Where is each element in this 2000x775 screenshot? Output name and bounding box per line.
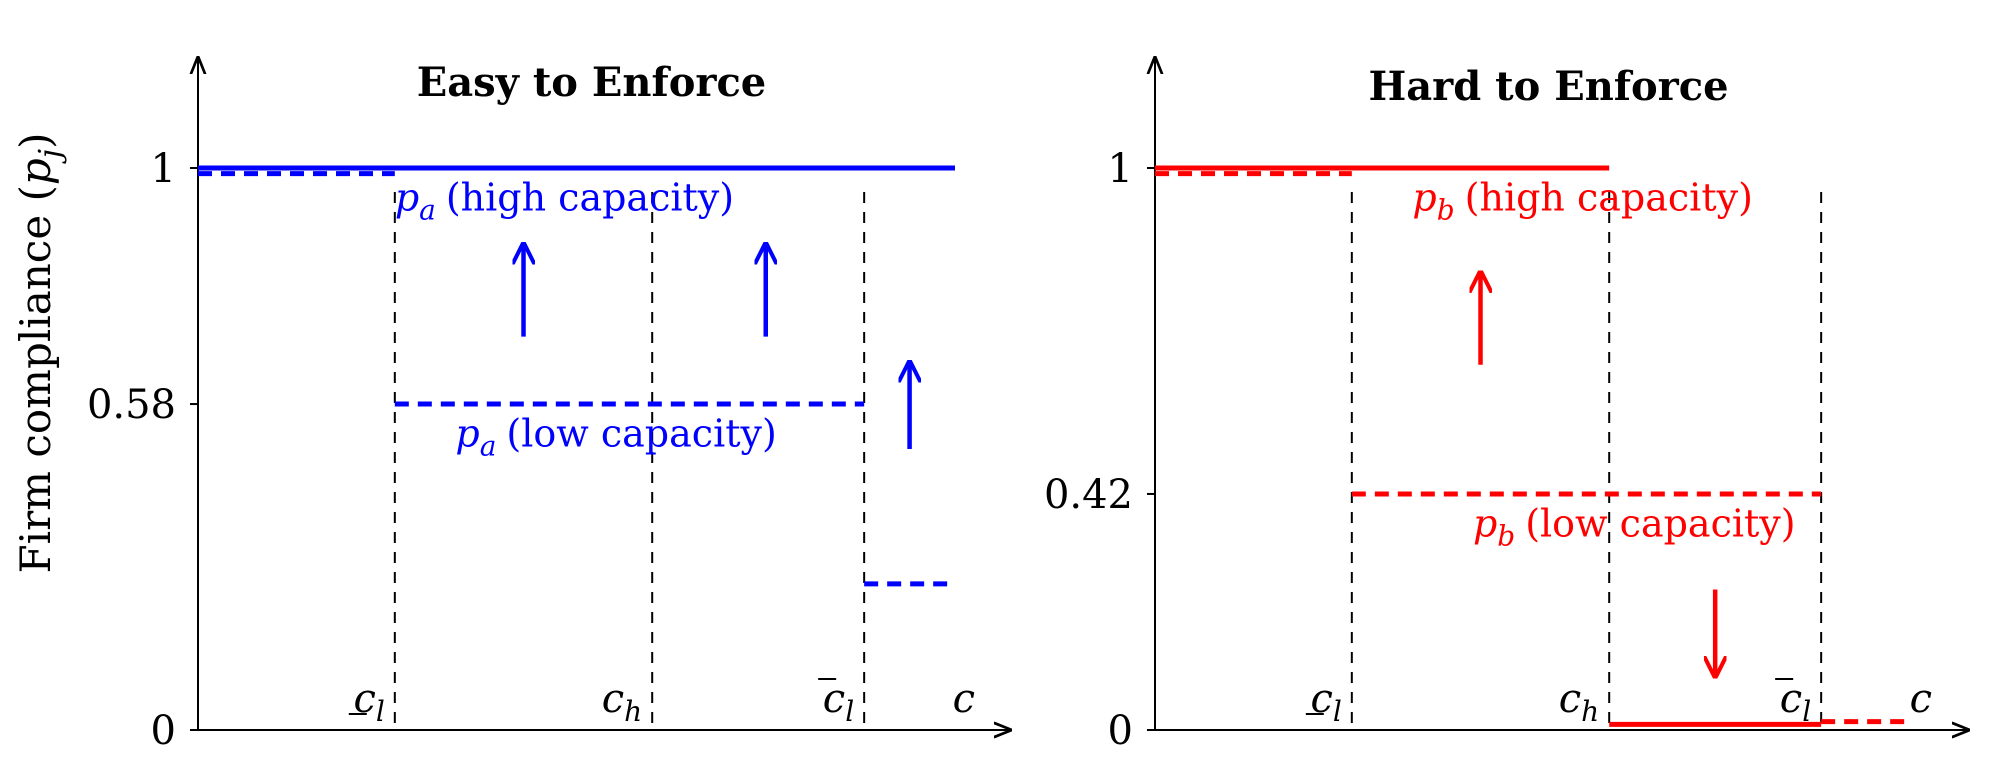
x-tick-label-ch: ch xyxy=(602,676,642,728)
y-tick-label: 0.58 xyxy=(87,382,176,428)
y-tick-label: 0.42 xyxy=(1044,472,1133,518)
x-tick-label-cl_over: cl xyxy=(823,676,854,728)
chart-title: Easy to Enforce xyxy=(417,59,767,106)
y-tick-label: 1 xyxy=(151,146,176,192)
chart-hard-to-enforce: Hard to Enforce 0 0.42 1 cl ch cl c pb (high capa… xyxy=(1044,58,1968,754)
y-tick-label: 1 xyxy=(1108,146,1133,192)
label-low-capacity: pa (low capacity) xyxy=(455,412,776,463)
x-tick-label-cl_under: cl xyxy=(1310,676,1341,728)
chart-easy-to-enforce: Easy to Enforce 0 0.58 1 cl ch cl c pa (high capa… xyxy=(87,58,1010,754)
y-tick-label: 0 xyxy=(1108,708,1133,754)
label-low-capacity: pb (low capacity) xyxy=(1473,501,1796,552)
y-tick-label: 0 xyxy=(151,708,176,754)
y-axis-label: Firm compliance (pj) xyxy=(11,132,68,573)
chart-title: Hard to Enforce xyxy=(1368,63,1728,110)
x-tick-label-ch: ch xyxy=(1559,676,1599,728)
x-tick-label-cl_under: cl xyxy=(353,676,384,728)
label-high-capacity: pa (high capacity) xyxy=(395,175,734,226)
x-axis-label: c xyxy=(1910,676,1932,722)
x-tick-label-cl_over: cl xyxy=(1780,676,1811,728)
x-axis-label: c xyxy=(953,676,975,722)
label-high-capacity: pb (high capacity) xyxy=(1412,175,1753,226)
